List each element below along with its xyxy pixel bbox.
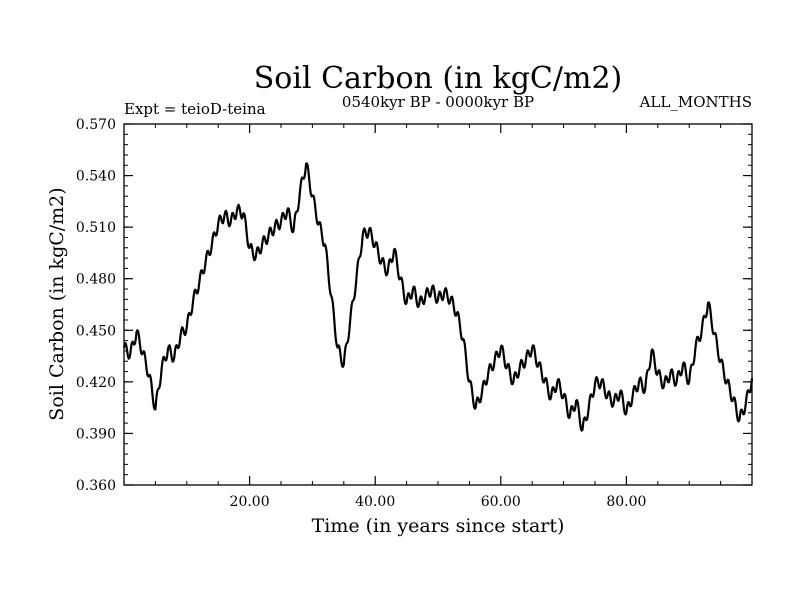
y-tick-label: 0.390 <box>76 426 116 442</box>
x-tick-label: 80.00 <box>606 494 646 510</box>
y-tick-label: 0.570 <box>76 117 116 133</box>
y-tick-label: 0.510 <box>76 220 116 236</box>
x-tick-label: 20.00 <box>230 494 270 510</box>
time-range-label: 0540kyr BP - 0000kyr BP <box>342 93 534 111</box>
y-axis-ticks: 0.360 0.390 0.420 0.450 0.480 0.510 0.540 0.570 <box>76 117 752 494</box>
plot-frame <box>123 123 753 486</box>
months-label: ALL_MONTHS <box>639 93 752 111</box>
experiment-label: Expt = teioD-teina <box>124 100 266 118</box>
y-tick-label: 0.540 <box>76 169 116 185</box>
x-axis-ticks: 20.00 40.00 60.00 80.00 <box>154 124 722 510</box>
series-line-soil-carbon <box>122 162 754 432</box>
y-axis-label: Soil Carbon (in kgC/m2) <box>46 187 68 420</box>
chart-title: Soil Carbon (in kgC/m2) <box>254 61 622 96</box>
y-tick-label: 0.480 <box>76 272 116 288</box>
y-tick-label: 0.420 <box>76 375 116 391</box>
y-tick-label: 0.450 <box>76 323 116 339</box>
x-tick-label: 40.00 <box>355 494 395 510</box>
x-axis-label: Time (in years since start) <box>312 515 565 537</box>
x-tick-label: 60.00 <box>481 494 521 510</box>
y-tick-label: 0.360 <box>76 478 116 494</box>
